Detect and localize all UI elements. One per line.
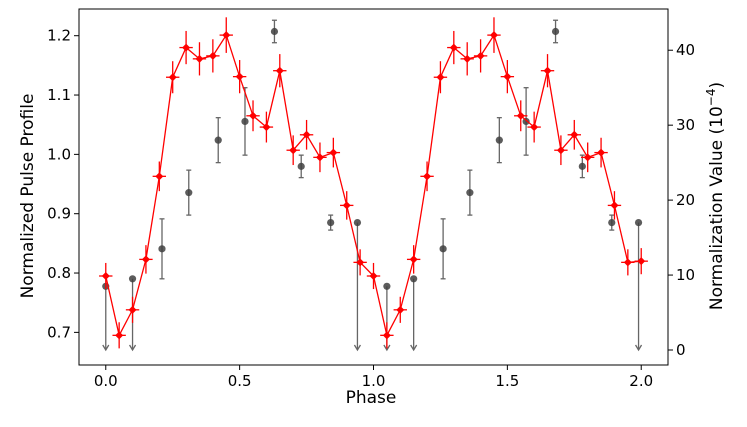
red-data-point <box>623 258 632 267</box>
y-tick-label: 1.0 <box>47 145 71 163</box>
upper-limit-arrow <box>410 344 418 352</box>
red-data-point <box>570 130 579 139</box>
y2-axis-title-main: Normalization Value (10 <box>707 106 727 310</box>
gray-data-point <box>634 219 643 227</box>
y2-tick-label: 0 <box>676 341 686 359</box>
red-data-point <box>610 201 619 210</box>
red-data-point <box>449 43 458 52</box>
y-tick-label: 1.2 <box>47 27 71 45</box>
gray-data-point <box>495 136 503 144</box>
red-data-point <box>195 54 204 63</box>
gray-data-point <box>270 27 279 36</box>
red-data-point <box>543 66 552 75</box>
red-data-point <box>583 153 592 162</box>
y2-axis-title: Normalization Value (10−4) <box>704 82 727 310</box>
upper-limit-arrow <box>383 344 391 352</box>
upper-limit-arrow <box>634 344 643 352</box>
red-data-point <box>597 148 606 157</box>
red-data-point <box>222 31 231 40</box>
red-data-point <box>289 146 298 155</box>
x-axis-title: Phase <box>346 388 397 408</box>
red-data-point <box>463 54 472 63</box>
gray-data-point <box>466 189 474 197</box>
y-tick-label: 1.1 <box>47 86 71 104</box>
red-data-point <box>235 72 244 81</box>
red-data-point <box>382 331 391 340</box>
red-data-point <box>409 255 418 264</box>
gray-data-point <box>410 275 418 283</box>
gray-data-point <box>439 245 447 253</box>
gray-data-point <box>297 162 305 170</box>
y2-tick-label: 10 <box>676 266 695 284</box>
red-series-line <box>105 33 642 338</box>
chart-marks <box>99 17 648 352</box>
red-data-point <box>356 258 365 267</box>
red-data-point <box>489 31 498 40</box>
upper-limit-arrow <box>353 344 361 352</box>
gray-data-point <box>241 117 249 126</box>
gray-data-point <box>353 219 362 227</box>
red-data-point <box>115 331 124 340</box>
red-data-point <box>168 73 177 82</box>
gray-data-point <box>128 275 137 283</box>
y-tick-label: 0.7 <box>47 323 71 341</box>
gray-data-point <box>608 219 616 227</box>
red-data-point <box>436 73 445 82</box>
red-data-point <box>141 255 150 264</box>
x-tick-label: 1.5 <box>495 372 519 390</box>
x-tick-label: 2.0 <box>629 372 653 390</box>
y-tick-label: 0.8 <box>47 264 71 282</box>
gray-data-point <box>551 27 560 36</box>
x-tick-label: 0.5 <box>228 372 252 390</box>
y-axis-title: Normalized Pulse Profile <box>18 94 38 299</box>
red-data-point <box>423 172 432 181</box>
red-data-point <box>262 123 271 132</box>
red-data-point <box>128 305 137 314</box>
y2-tick-label: 40 <box>676 41 695 59</box>
red-data-point <box>155 172 164 181</box>
red-data-point <box>101 272 110 280</box>
red-data-point <box>315 153 324 162</box>
red-data-point <box>637 257 646 266</box>
chart-axes: 0.0 0.5 1.0 1.5 2.0 0.7 0.8 0.9 1.0 1.1 1.2 0 10 20 30… <box>47 27 695 390</box>
red-data-point <box>208 51 217 60</box>
red-data-point <box>342 201 351 210</box>
gray-data-point <box>214 136 222 144</box>
y2-tick-label: 20 <box>676 191 695 209</box>
gray-data-point <box>158 245 166 253</box>
x-tick-label: 0.0 <box>94 372 118 390</box>
red-data-point <box>556 146 565 155</box>
red-data-point <box>530 123 539 132</box>
y-tick-label: 0.9 <box>47 205 71 223</box>
red-data-point <box>396 305 405 314</box>
gray-data-point <box>578 162 586 170</box>
red-data-point <box>476 51 485 60</box>
y2-axis-title-close: ) <box>707 82 727 89</box>
red-data-point <box>275 66 284 75</box>
y2-axis-title-exponent: −4 <box>704 89 718 107</box>
red-data-point <box>329 148 338 157</box>
red-data-point <box>503 72 512 81</box>
red-data-point <box>516 111 525 120</box>
red-data-point <box>369 272 378 280</box>
x-tick-label: 1.0 <box>362 372 386 390</box>
red-data-point <box>182 43 191 52</box>
gray-data-point <box>185 189 193 197</box>
red-data-point <box>249 111 258 120</box>
upper-limit-arrow <box>102 344 110 352</box>
y2-tick-label: 30 <box>676 116 695 134</box>
gray-data-point <box>383 282 391 290</box>
red-data-point <box>302 130 311 139</box>
gray-data-point <box>327 219 335 227</box>
upper-limit-arrow <box>128 344 137 352</box>
plot-frame <box>78 8 669 366</box>
